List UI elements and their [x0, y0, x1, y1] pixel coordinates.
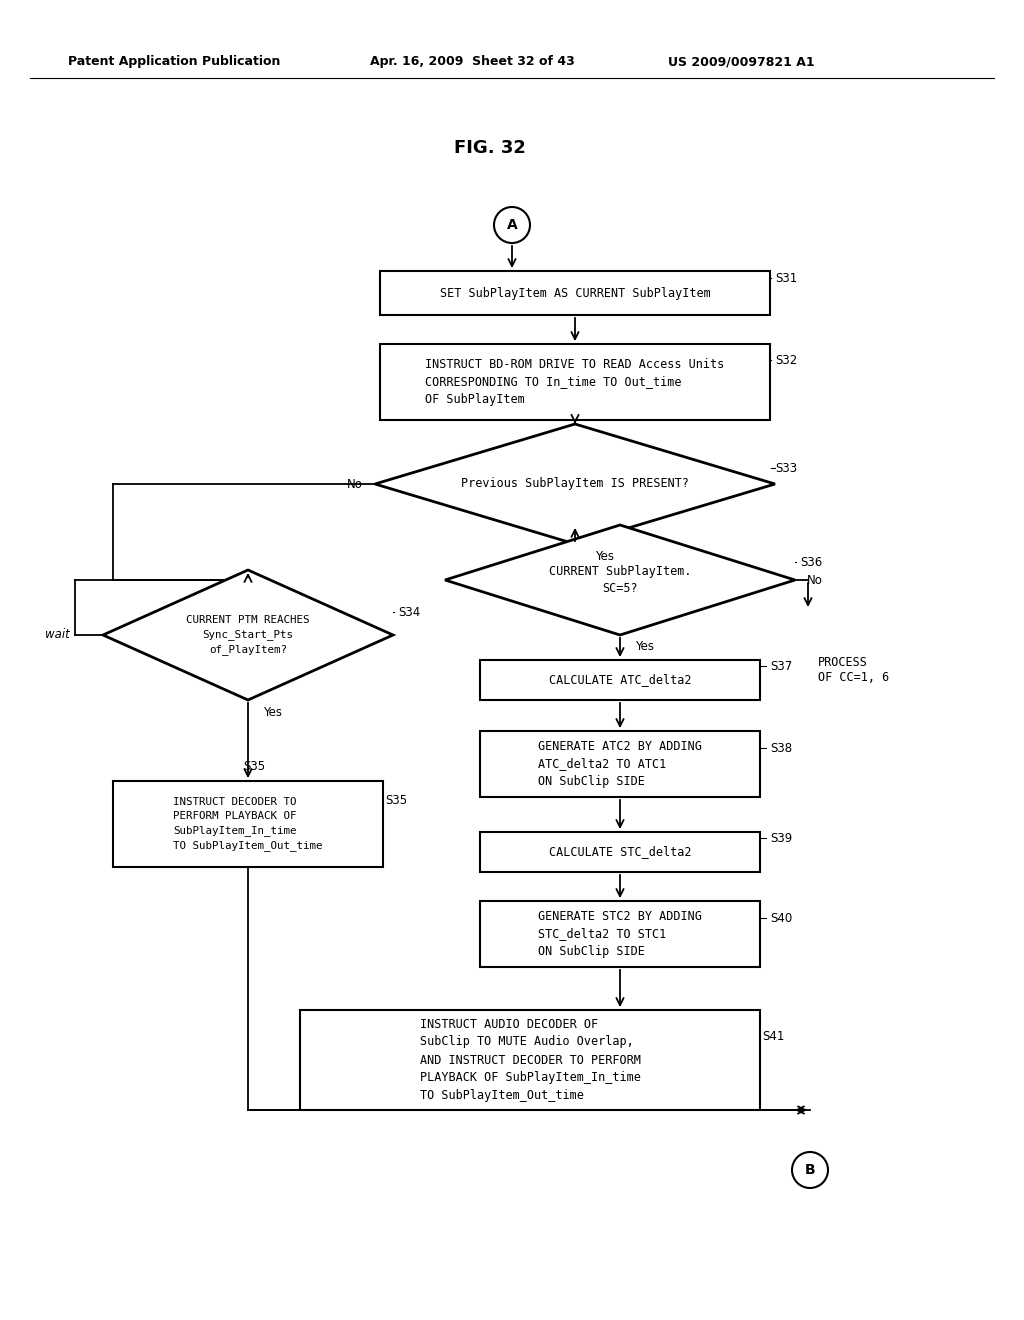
Polygon shape	[375, 424, 775, 544]
Polygon shape	[103, 570, 393, 700]
Circle shape	[792, 1152, 828, 1188]
Text: S32: S32	[775, 354, 798, 367]
Bar	[300, 1010, 760, 1110]
Text: CALCULATE STC_delta2: CALCULATE STC_delta2	[549, 846, 691, 858]
Text: No: No	[807, 573, 823, 586]
Text: S36: S36	[800, 556, 822, 569]
Text: Yes: Yes	[595, 549, 614, 562]
Text: Previous SubPlayItem IS PRESENT?: Previous SubPlayItem IS PRESENT?	[461, 478, 689, 491]
Bar	[480, 832, 760, 873]
Text: Apr. 16, 2009  Sheet 32 of 43: Apr. 16, 2009 Sheet 32 of 43	[370, 55, 574, 69]
Text: S39: S39	[770, 832, 793, 845]
Text: S40: S40	[770, 912, 793, 924]
Text: Yes: Yes	[635, 640, 654, 653]
Text: GENERATE STC2 BY ADDING
STC_delta2 TO STC1
ON SubClip SIDE: GENERATE STC2 BY ADDING STC_delta2 TO ST…	[538, 909, 701, 958]
Text: S35: S35	[385, 793, 408, 807]
Bar	[380, 271, 770, 315]
Text: CALCULATE ATC_delta2: CALCULATE ATC_delta2	[549, 673, 691, 686]
Text: S41: S41	[762, 1030, 784, 1043]
Text: S34: S34	[398, 606, 420, 619]
Text: B: B	[805, 1163, 815, 1177]
Text: PROCESS
OF CC=1, 6: PROCESS OF CC=1, 6	[818, 656, 889, 684]
Text: FIG. 32: FIG. 32	[454, 139, 526, 157]
Text: CURRENT PTM REACHES
Sync_Start_Pts
of_PlayItem?: CURRENT PTM REACHES Sync_Start_Pts of_Pl…	[186, 615, 309, 655]
Text: No: No	[347, 478, 362, 491]
Text: SET SubPlayItem AS CURRENT SubPlayItem: SET SubPlayItem AS CURRENT SubPlayItem	[439, 286, 711, 300]
Bar	[480, 660, 760, 700]
Text: GENERATE ATC2 BY ADDING
ATC_delta2 TO ATC1
ON SubClip SIDE: GENERATE ATC2 BY ADDING ATC_delta2 TO AT…	[538, 739, 701, 788]
Bar	[480, 731, 760, 797]
Text: wait: wait	[45, 628, 70, 642]
Text: INSTRUCT BD-ROM DRIVE TO READ Access Units
CORRESPONDING TO In_time TO Out_time
: INSTRUCT BD-ROM DRIVE TO READ Access Uni…	[425, 358, 725, 407]
Text: S37: S37	[770, 660, 793, 672]
Text: S35: S35	[243, 760, 265, 774]
Bar	[480, 902, 760, 968]
Text: Yes: Yes	[263, 705, 282, 718]
Text: CURRENT SubPlayItem.
SC=5?: CURRENT SubPlayItem. SC=5?	[549, 565, 691, 595]
Bar	[380, 345, 770, 420]
Bar	[113, 781, 383, 867]
Text: S31: S31	[775, 272, 798, 285]
Text: Patent Application Publication: Patent Application Publication	[68, 55, 281, 69]
Text: A: A	[507, 218, 517, 232]
Text: S33: S33	[775, 462, 797, 474]
Text: US 2009/0097821 A1: US 2009/0097821 A1	[668, 55, 815, 69]
Polygon shape	[445, 525, 795, 635]
Circle shape	[494, 207, 530, 243]
Text: INSTRUCT DECODER TO
PERFORM PLAYBACK OF
SubPlayItem_In_time
TO SubPlayItem_Out_t: INSTRUCT DECODER TO PERFORM PLAYBACK OF …	[173, 797, 323, 851]
Text: S38: S38	[770, 742, 793, 755]
Text: INSTRUCT AUDIO DECODER OF
SubClip TO MUTE Audio Overlap,
AND INSTRUCT DECODER TO: INSTRUCT AUDIO DECODER OF SubClip TO MUT…	[420, 1018, 640, 1102]
